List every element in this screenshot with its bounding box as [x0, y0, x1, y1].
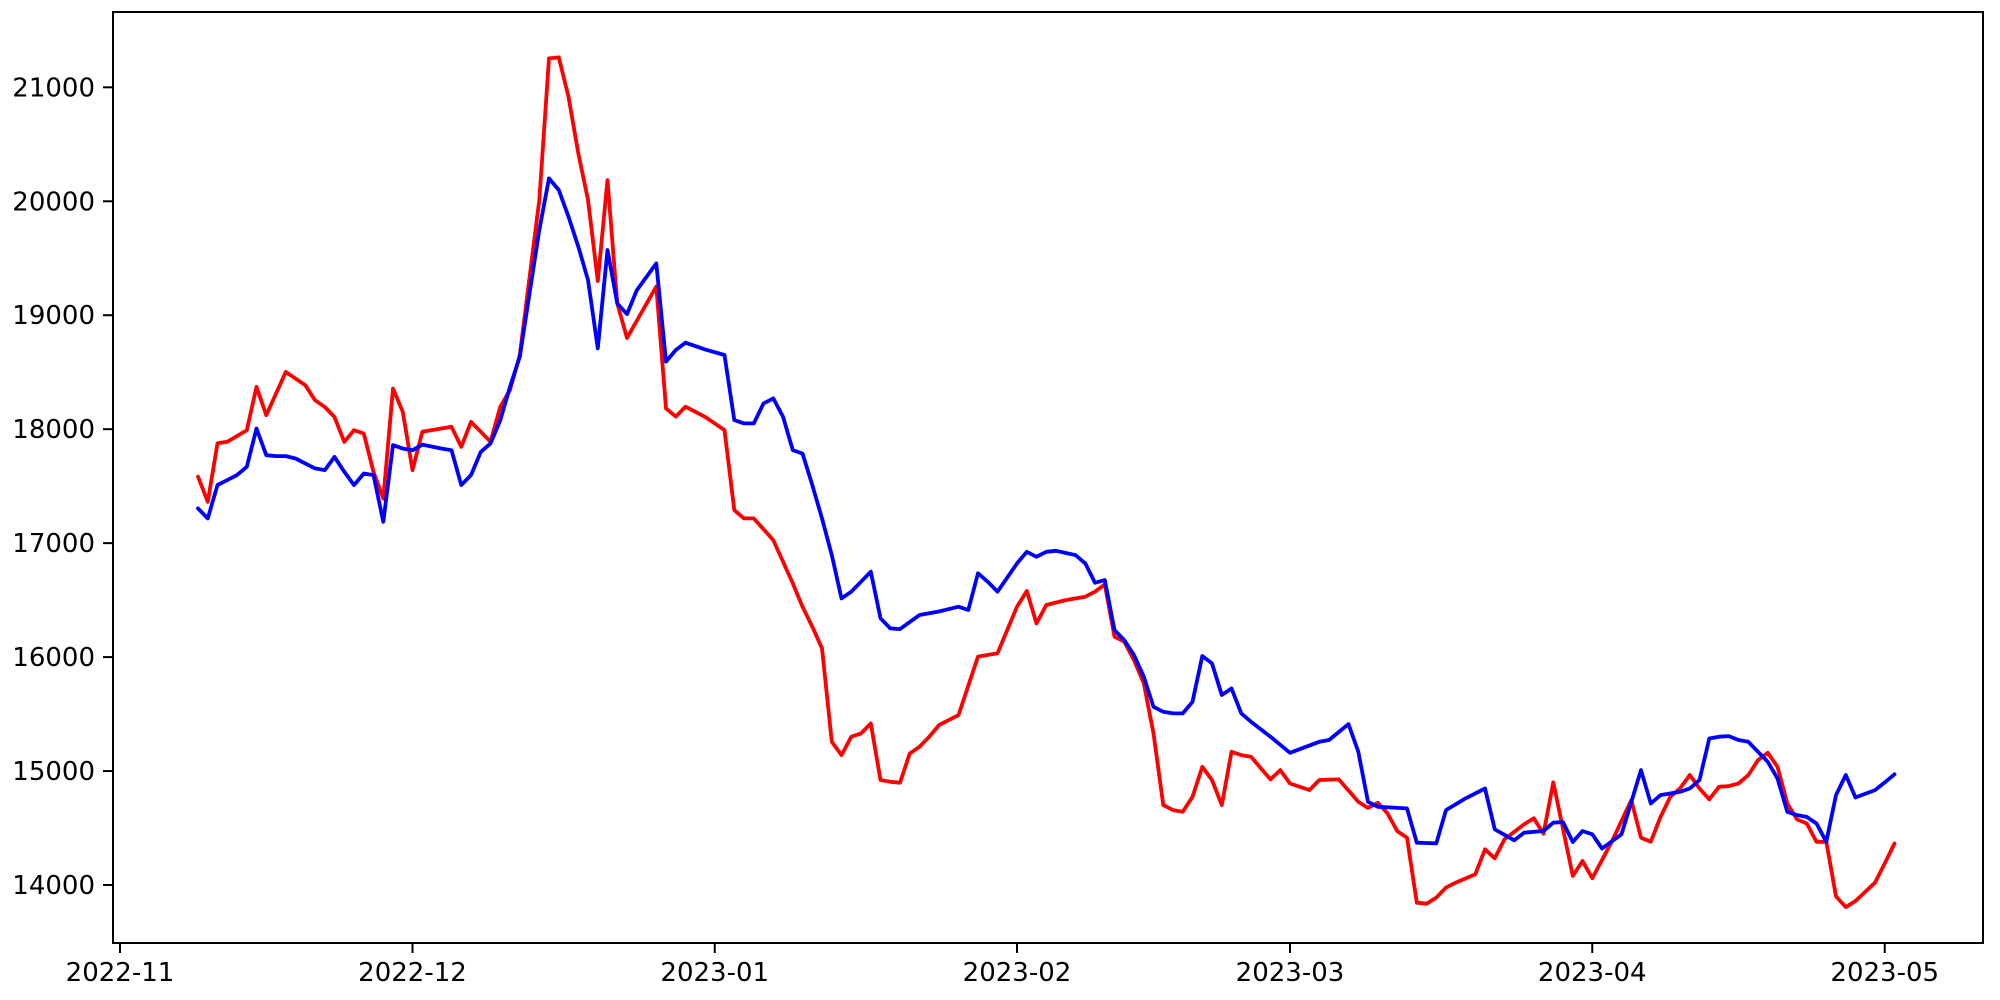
- x-tick-label: 2022-12: [358, 958, 467, 988]
- series-red-line: [196, 55, 1897, 909]
- axes: 14000 15000 16000 17000 18000 19000 20000 21000…: [12, 11, 1984, 988]
- x-tick-label: 2023-03: [1236, 958, 1345, 988]
- x-tick-label: 2023-02: [963, 958, 1072, 988]
- y-tick-label: 18000: [12, 415, 95, 445]
- y-tick-label: 19000: [12, 301, 95, 331]
- y-tick-label: 21000: [12, 73, 95, 103]
- y-tick-label: 20000: [12, 187, 95, 217]
- series-blue-line: [196, 176, 1897, 851]
- x-axis: 2022-11 2022-12 2023-01 2023-02 2023-03 2023-…: [66, 943, 1939, 988]
- y-axis: 14000 15000 16000 17000 18000 19000 20000 21000: [12, 73, 113, 901]
- x-tick-label: 2023-01: [660, 958, 769, 988]
- plot-box-spines: [112, 11, 1984, 944]
- x-tick-label: 2022-11: [66, 958, 175, 988]
- x-tick-label: 2023-05: [1830, 958, 1939, 988]
- y-tick-label: 14000: [12, 871, 95, 901]
- y-tick-label: 16000: [12, 643, 95, 673]
- y-tick-label: 15000: [12, 757, 95, 787]
- x-tick-label: 2023-04: [1538, 958, 1647, 988]
- y-tick-label: 17000: [12, 529, 95, 559]
